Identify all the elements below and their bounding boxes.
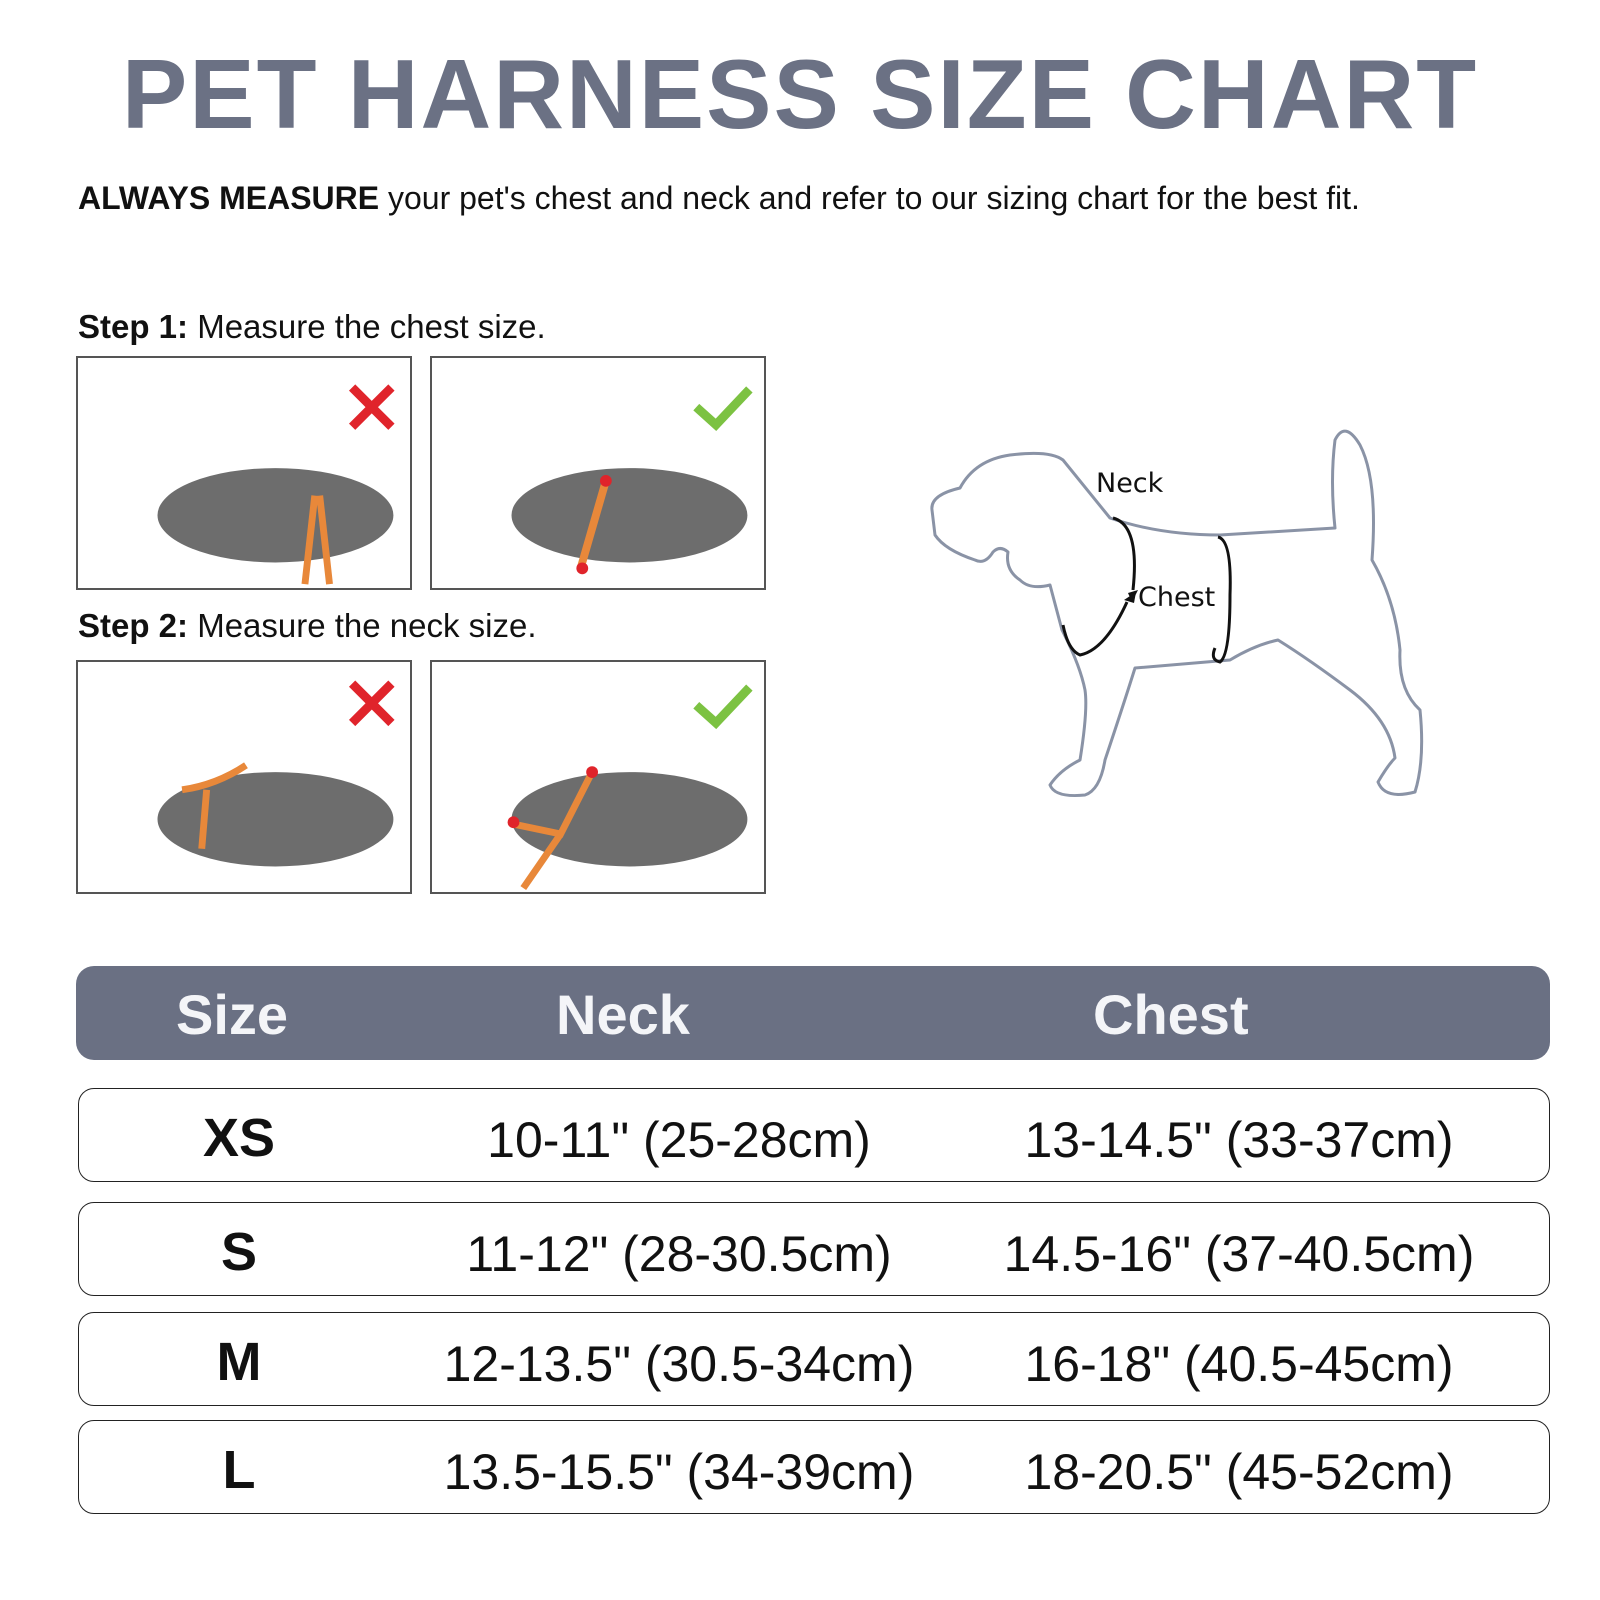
neck-label: Neck	[1096, 468, 1164, 499]
chest-cell: 14.5-16" (37-40.5cm)	[1003, 1226, 1475, 1282]
chest-cell: 16-18" (40.5-45cm)	[1024, 1336, 1454, 1392]
size-cell: M	[216, 1332, 262, 1392]
size-cell: S	[220, 1222, 258, 1282]
schnauzer-photo	[511, 468, 748, 563]
red-x-icon	[348, 680, 395, 727]
schnauzer-photo	[511, 772, 748, 867]
neck-right-photo	[430, 660, 766, 894]
intro-text: ALWAYS MEASURE your pet's chest and neck…	[78, 180, 1360, 217]
chest-right-photo	[430, 356, 766, 590]
neck-cell: 11-12" (28-30.5cm)	[466, 1226, 892, 1282]
step-1-label: Step 1:	[78, 308, 189, 345]
neck-cell: 10-11" (25-28cm)	[487, 1112, 871, 1168]
schnauzer-photo	[157, 772, 394, 867]
neck-cell: 13.5-15.5" (34-39cm)	[443, 1444, 915, 1500]
schnauzer-photo	[157, 468, 394, 563]
step-2-text: Measure the neck size.	[188, 607, 537, 644]
table-row: S 11-12" (28-30.5cm) 14.5-16" (37-40.5cm…	[78, 1202, 1550, 1296]
arrow-up-icon	[1124, 592, 1136, 603]
table-header: Size Neck Chest	[76, 966, 1550, 1060]
green-check-icon	[693, 386, 753, 432]
neck-strap-line	[1061, 516, 1136, 657]
dog-measurement-diagram: Neck Chest	[900, 400, 1460, 820]
size-cell: XS	[202, 1108, 276, 1168]
table-row: M 12-13.5" (30.5-34cm) 16-18" (40.5-45cm…	[78, 1312, 1550, 1406]
chest-label: Chest	[1138, 582, 1215, 613]
intro-rest: your pet's chest and neck and refer to o…	[379, 180, 1360, 216]
green-check-icon	[693, 684, 753, 730]
table-row: XS 10-11" (25-28cm) 13-14.5" (33-37cm)	[78, 1088, 1550, 1182]
header-chest: Chest	[1093, 983, 1249, 1046]
page-title: PET HARNESS SIZE CHART	[121, 39, 1479, 149]
header-size: Size	[176, 983, 289, 1046]
size-cell: L	[222, 1440, 256, 1500]
header-neck: Neck	[556, 983, 690, 1046]
strap	[301, 495, 333, 585]
step-2-heading: Step 2: Measure the neck size.	[78, 607, 537, 645]
table-row: L 13.5-15.5" (34-39cm) 18-20.5" (45-52cm…	[78, 1420, 1550, 1514]
chest-cell: 13-14.5" (33-37cm)	[1024, 1112, 1454, 1168]
step-1-heading: Step 1: Measure the chest size.	[78, 308, 546, 346]
step-1-text: Measure the chest size.	[188, 308, 546, 345]
neck-cell: 12-13.5" (30.5-34cm)	[443, 1336, 915, 1392]
intro-bold: ALWAYS MEASURE	[78, 180, 380, 216]
dog-outline	[930, 429, 1424, 797]
chest-wrong-photo	[76, 356, 412, 590]
chest-strap-line	[1211, 535, 1232, 664]
red-x-icon	[348, 384, 395, 430]
chest-cell: 18-20.5" (45-52cm)	[1024, 1444, 1454, 1500]
step-2-label: Step 2:	[78, 607, 189, 644]
neck-wrong-photo	[76, 660, 412, 894]
